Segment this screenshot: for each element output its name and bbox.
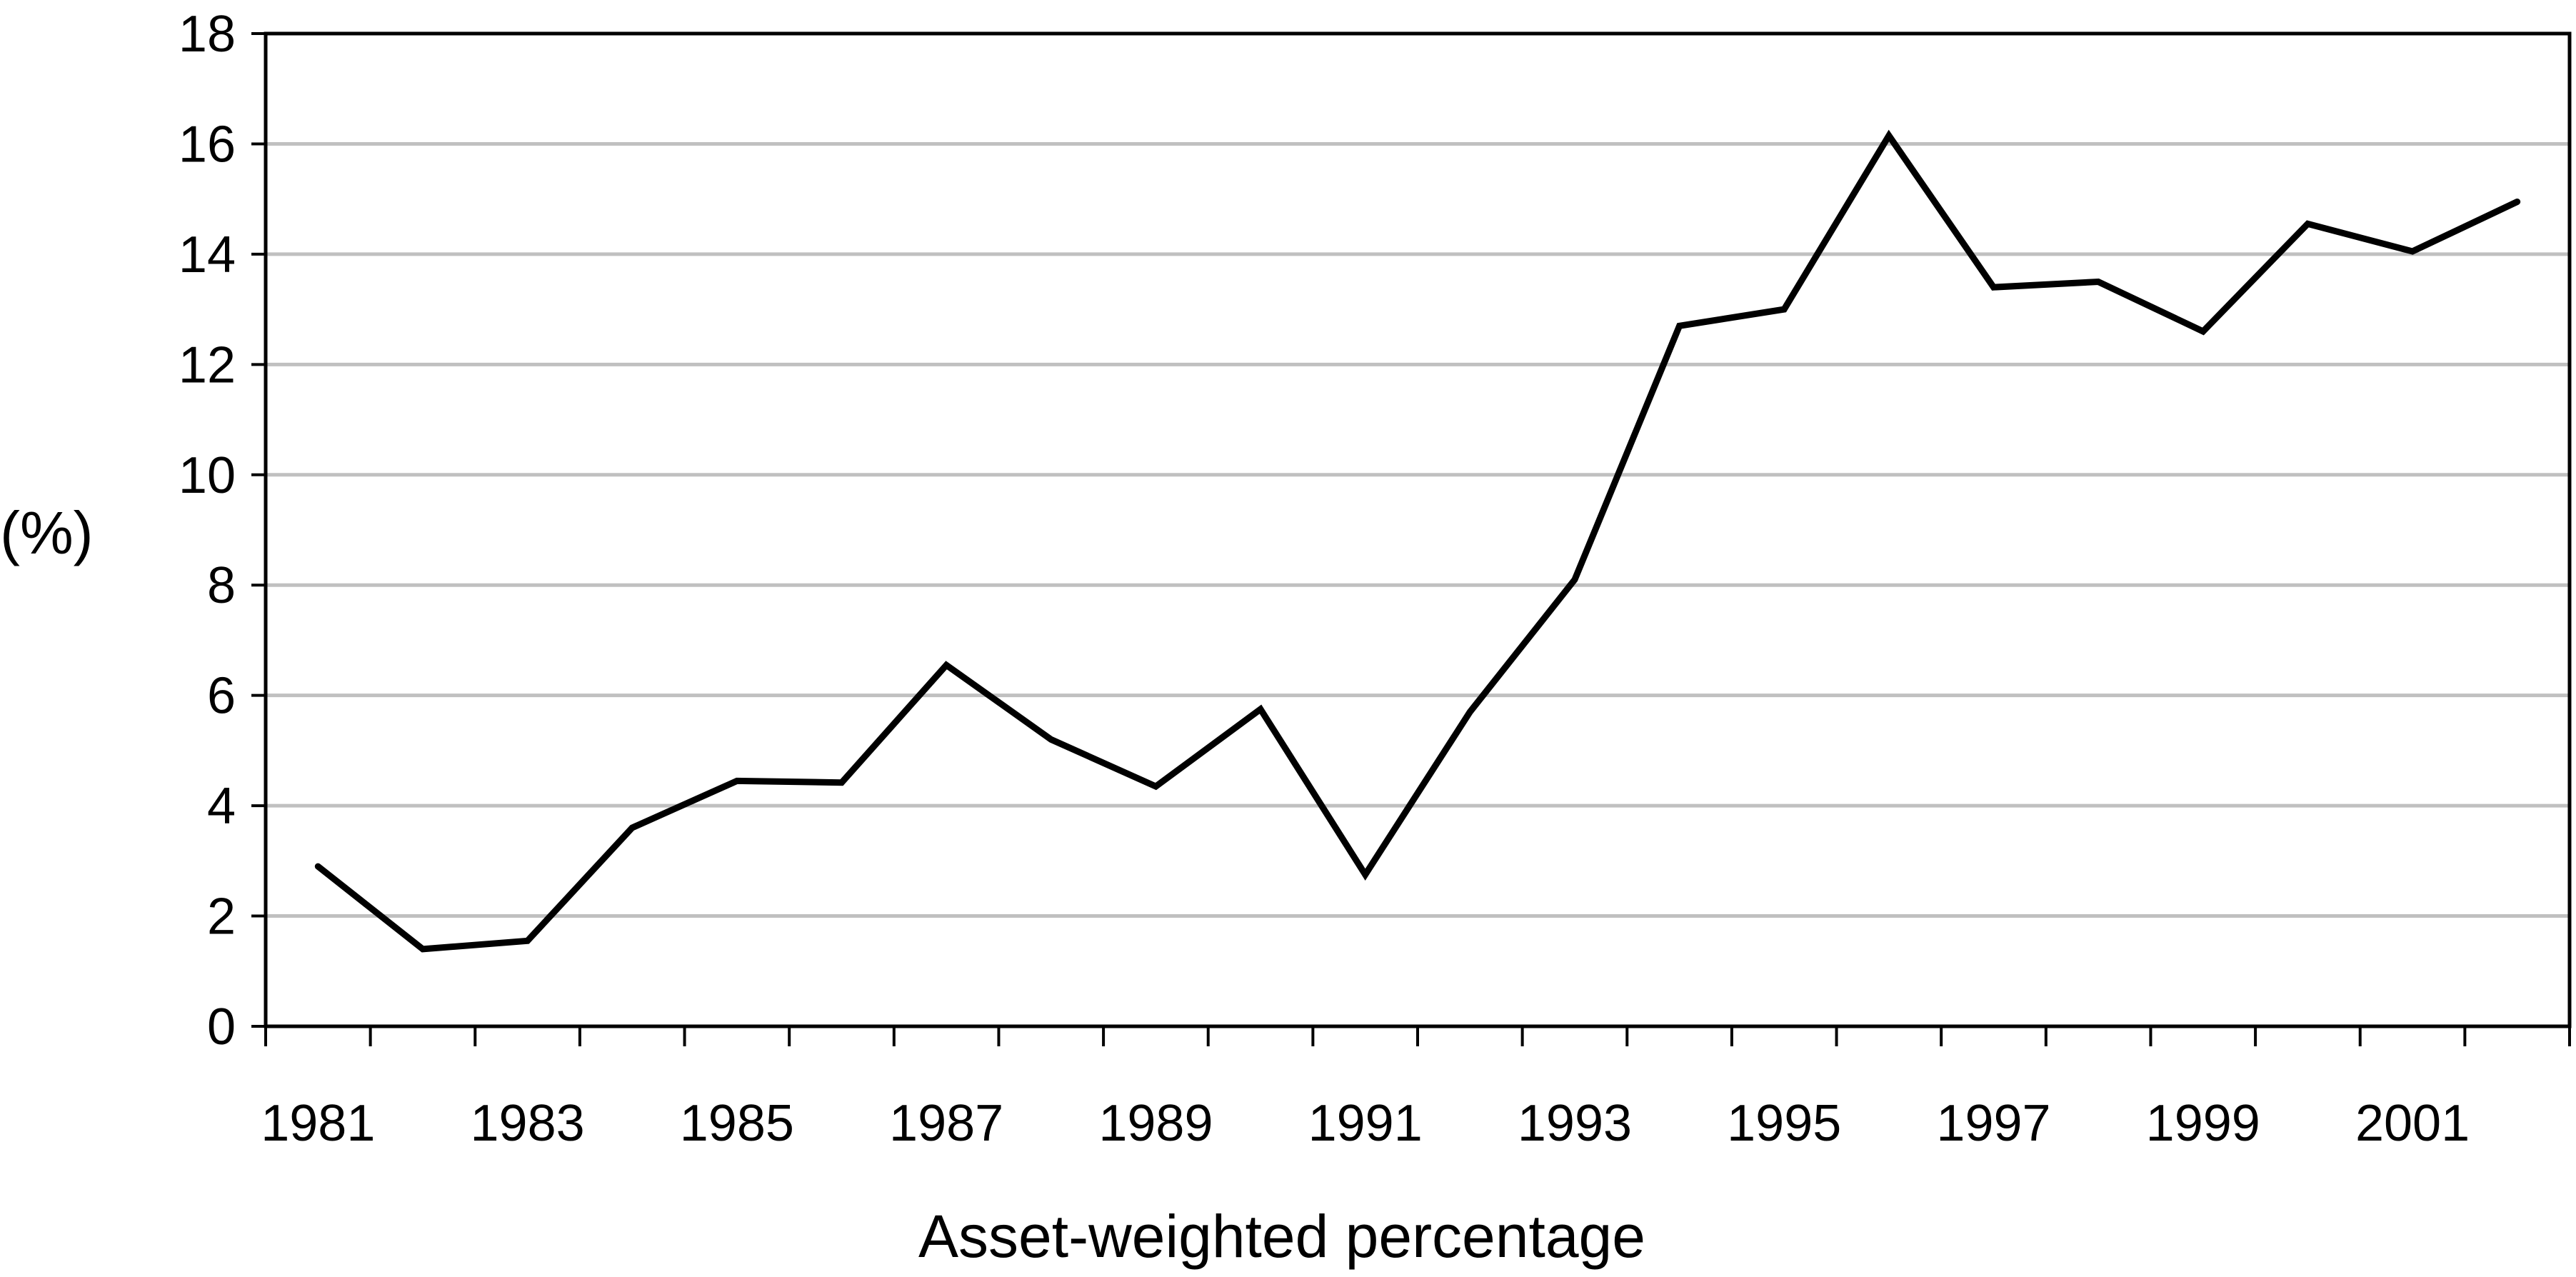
x-tick-label: 1993	[1518, 1095, 1632, 1152]
grid-lines	[266, 141, 2570, 918]
x-tick-label: 1987	[889, 1095, 1003, 1152]
x-tick-label: 1999	[2146, 1095, 2260, 1152]
series-line	[314, 129, 2521, 953]
x-axis-title: Asset-weighted percentage	[918, 1203, 1645, 1270]
y-tick-label: 16	[179, 116, 236, 173]
x-tick-label: 1991	[1308, 1095, 1423, 1152]
y-tick-label: 12	[179, 336, 236, 394]
x-tick-label: 1997	[1936, 1095, 2050, 1152]
x-tick-label: 1983	[471, 1095, 585, 1152]
y-tick-label: 2	[207, 888, 236, 946]
y-axis-title: (%)	[0, 499, 94, 566]
x-tick-label: 1985	[680, 1095, 794, 1152]
x-tick-label: 1989	[1098, 1095, 1213, 1152]
y-tick-label: 4	[207, 778, 236, 835]
y-tick-label: 6	[207, 668, 236, 725]
x-tick-label: 1981	[261, 1095, 375, 1152]
y-tick-label: 10	[179, 447, 236, 504]
y-tick-label: 0	[207, 998, 236, 1056]
x-axis: 1981 1983 1985 1987 1989 1991 1993 1995 1997 1999…	[261, 1026, 2571, 1152]
y-tick-label: 14	[179, 226, 236, 284]
x-tick-label: 1995	[1727, 1095, 1841, 1152]
x-tick-label: 2001	[2355, 1095, 2470, 1152]
y-tick-label: 18	[179, 6, 236, 63]
y-tick-label: 8	[207, 557, 236, 614]
plot-frame	[264, 31, 2572, 1028]
y-axis: 0 2 4 6 8 10 12 14 16 18	[179, 6, 266, 1056]
